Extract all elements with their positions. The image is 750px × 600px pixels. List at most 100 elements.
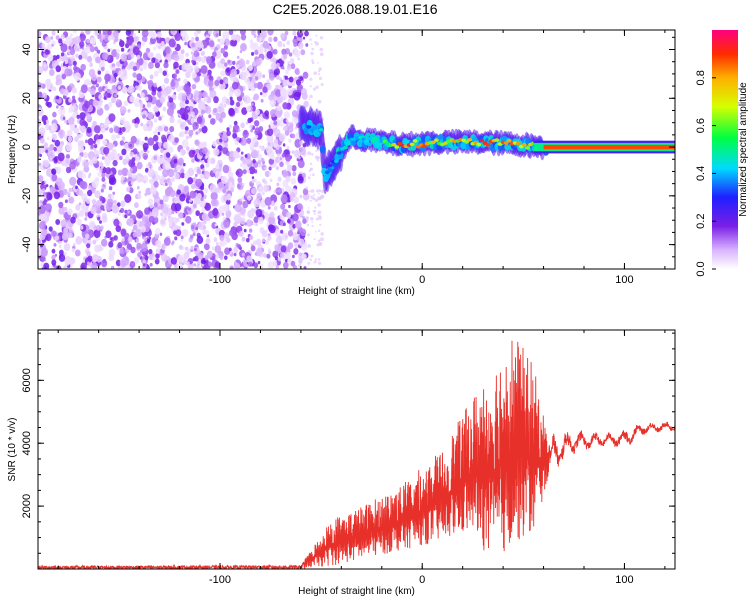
noise-speckle	[224, 79, 229, 85]
noise-speckle	[129, 168, 133, 172]
noise-speckle	[248, 166, 256, 175]
noise-speckle	[178, 212, 184, 219]
noise-speckle	[71, 248, 76, 253]
noise-speckle	[193, 31, 199, 37]
noise-speckle	[176, 189, 181, 195]
noise-speckle	[100, 188, 104, 193]
noise-speckle	[42, 188, 46, 192]
noise-speckle	[107, 101, 113, 108]
noise-speckle	[69, 176, 77, 186]
noise-speckle	[263, 253, 267, 258]
noise-speckle	[207, 158, 212, 164]
noise-speckle	[132, 224, 138, 231]
noise-speckle	[277, 188, 282, 193]
noise-speckle	[255, 208, 263, 218]
noise-speckle	[274, 206, 278, 211]
noise-speckle	[307, 176, 311, 180]
noise-speckle	[63, 252, 67, 256]
noise-speckle	[202, 225, 207, 230]
noise-speckle	[42, 61, 47, 68]
snr-plot	[38, 340, 675, 569]
noise-speckle	[68, 232, 73, 239]
noise-speckle	[224, 142, 228, 147]
noise-speckle	[208, 75, 214, 82]
noise-speckle	[285, 175, 291, 183]
noise-speckle	[309, 77, 313, 81]
noise-speckle	[294, 139, 302, 148]
noise-speckle	[122, 86, 128, 94]
noise-speckle	[140, 242, 148, 252]
noise-speckle	[54, 235, 60, 241]
noise-speckle	[301, 172, 306, 178]
noise-speckle	[136, 210, 144, 219]
noise-speckle	[302, 218, 307, 224]
noise-speckle	[38, 238, 42, 246]
noise-speckle	[105, 106, 109, 111]
noise-speckle	[282, 96, 286, 101]
noise-speckle	[317, 203, 321, 207]
noise-speckle	[74, 124, 78, 128]
noise-speckle	[157, 87, 161, 92]
noise-speckle	[268, 158, 274, 165]
noise-speckle	[65, 154, 70, 160]
noise-speckle	[58, 106, 66, 116]
noise-speckle	[157, 125, 163, 131]
noise-speckle	[309, 199, 312, 202]
noise-speckle	[187, 262, 194, 269]
noise-speckle	[51, 248, 56, 254]
noise-speckle	[256, 192, 262, 200]
noise-speckle	[74, 36, 81, 45]
noise-speckle	[268, 94, 274, 101]
noise-speckle	[222, 164, 230, 174]
noise-speckle	[140, 225, 146, 233]
noise-speckle	[124, 125, 131, 133]
noise-speckle	[317, 258, 321, 261]
noise-speckle	[222, 147, 229, 155]
noise-speckle	[190, 51, 194, 55]
noise-speckle	[117, 85, 122, 90]
noise-speckle	[62, 116, 66, 120]
noise-speckle	[223, 232, 230, 240]
noise-speckle	[72, 113, 77, 119]
noise-speckle	[85, 139, 88, 144]
ridge-core	[479, 138, 485, 143]
noise-speckle	[176, 164, 182, 172]
noise-speckle	[147, 125, 153, 132]
noise-speckle	[93, 225, 97, 230]
noise-speckle	[300, 228, 307, 237]
noise-speckle	[251, 176, 255, 180]
noise-speckle	[139, 249, 143, 254]
noise-speckle	[195, 62, 199, 65]
noise-speckle	[318, 242, 323, 246]
noise-speckle	[269, 211, 275, 218]
noise-speckle	[45, 119, 50, 125]
noise-speckle	[226, 67, 230, 73]
noise-speckle	[251, 189, 255, 194]
noise-speckle	[194, 255, 199, 262]
noise-speckle	[257, 160, 262, 165]
noise-speckle	[213, 107, 218, 113]
noise-speckle	[56, 144, 63, 153]
noise-speckle	[260, 146, 264, 151]
noise-speckle	[293, 248, 299, 255]
noise-speckle	[182, 33, 189, 42]
noise-speckle	[295, 220, 302, 229]
noise-speckle	[260, 158, 265, 163]
noise-speckle	[136, 185, 140, 190]
noise-speckle	[286, 40, 291, 46]
noise-speckle	[127, 236, 133, 243]
noise-speckle	[205, 238, 211, 244]
noise-speckle	[196, 235, 204, 244]
noise-speckle	[65, 142, 73, 152]
noise-speckle	[48, 78, 51, 82]
noise-speckle	[317, 214, 320, 217]
noise-speckle	[38, 92, 43, 100]
noise-speckle	[136, 55, 141, 60]
noise-speckle	[250, 245, 256, 252]
noise-speckle	[223, 44, 228, 50]
noise-speckle	[267, 248, 271, 252]
noise-speckle	[234, 88, 241, 97]
noise-speckle	[260, 98, 264, 103]
noise-speckle	[224, 255, 228, 260]
noise-speckle	[57, 152, 65, 162]
